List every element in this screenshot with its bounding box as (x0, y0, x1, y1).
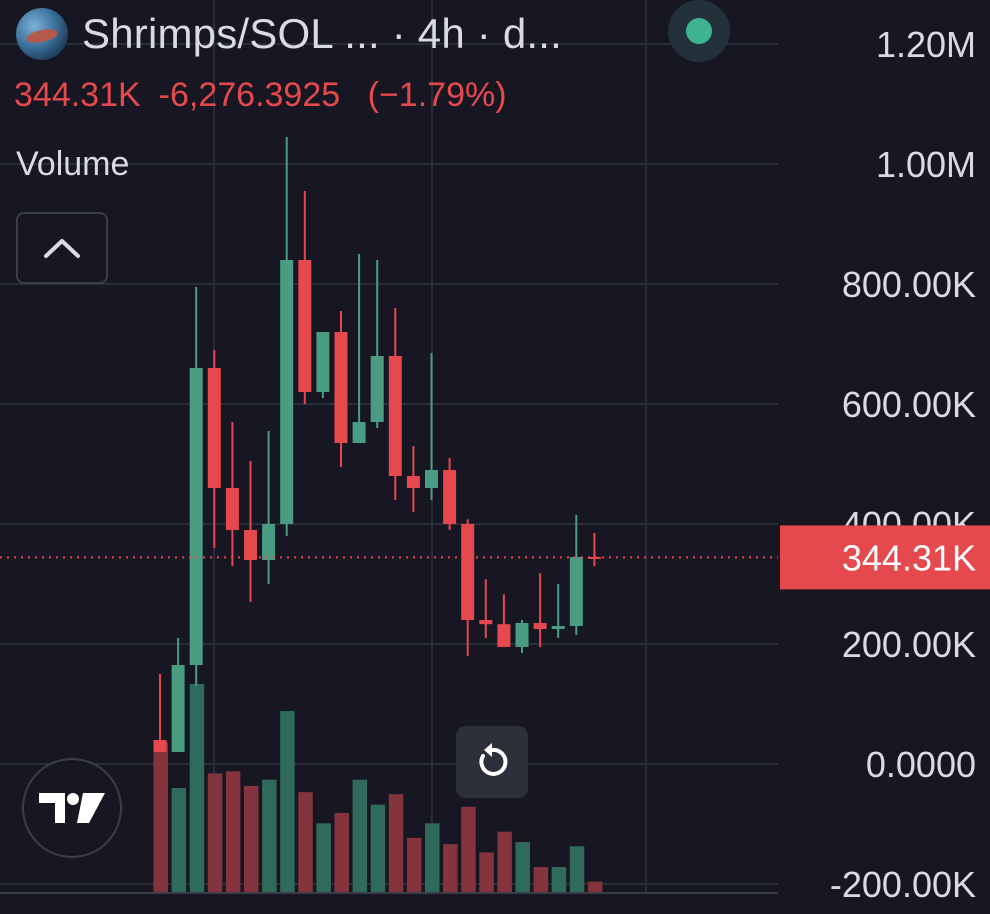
volume-indicator-label[interactable]: Volume (16, 145, 130, 183)
volume-bar (207, 773, 223, 892)
y-axis-tick-label: -200.00K (830, 864, 976, 905)
candle-body (171, 665, 185, 752)
volume-bar (515, 842, 530, 892)
current-price-badge (780, 525, 990, 590)
current-price-badge-label: 344.31K (842, 537, 976, 578)
symbol-title[interactable]: Shrimps/SOL ... · 4h · d... (82, 10, 562, 57)
candle-body (244, 530, 257, 560)
volume-bar (225, 771, 241, 892)
volume-bar (370, 804, 386, 892)
volume-bar (587, 881, 603, 892)
candle-body (479, 620, 493, 625)
volume-bar (388, 794, 404, 892)
rotate-reset-icon (479, 743, 508, 776)
volume-bar (443, 844, 458, 892)
volume-bar (280, 711, 295, 892)
volume-bar (298, 792, 313, 892)
price-change-line: 344.31K -6,276.3925 (−1.79%) (14, 76, 507, 115)
candle-body (370, 356, 384, 422)
volume-bar (189, 684, 205, 892)
volume-bar (352, 779, 368, 892)
volume-bar (334, 812, 349, 892)
volume-bar (406, 837, 422, 892)
volume-bar (316, 823, 331, 892)
price-axis[interactable]: 1.20M1.00M800.00K600.00K400.00K200.00K0.… (780, 24, 990, 905)
chevron-up-icon (44, 239, 80, 258)
candle-body (515, 623, 529, 647)
volume-bar (171, 788, 187, 892)
candle-body (569, 557, 583, 626)
candle-body (388, 356, 402, 476)
volume-bar (479, 852, 494, 892)
candle-body (280, 260, 294, 524)
candle-body (587, 557, 601, 559)
live-status-dot-icon (686, 18, 712, 44)
candle-body (497, 624, 511, 647)
volume-bar (461, 806, 476, 892)
candle-body (153, 740, 167, 752)
change-absolute: -6,276.3925 (158, 76, 341, 114)
volume-bar (533, 867, 549, 892)
last-price: 344.31K (14, 76, 141, 114)
y-axis-tick-label: 1.00M (876, 144, 976, 185)
volume-bar (244, 785, 259, 892)
price-candles (153, 137, 601, 752)
volume-bars (153, 684, 603, 892)
y-axis-tick-label: 0.0000 (866, 744, 976, 785)
candle-body (225, 488, 239, 530)
market-status-indicator[interactable] (668, 0, 730, 62)
volume-bar (262, 779, 277, 892)
tradingview-logo-icon[interactable] (22, 758, 122, 858)
volume-bar (569, 846, 585, 892)
token-logo-icon (16, 8, 68, 60)
collapse-legend-button[interactable] (16, 212, 108, 284)
y-axis-tick-label: 800.00K (842, 264, 976, 305)
candle-body (406, 476, 420, 488)
candle-body (334, 332, 348, 443)
candle-body (533, 623, 547, 629)
candle-body (298, 260, 312, 392)
tradingview-mark (39, 793, 105, 823)
volume-bar (497, 831, 512, 892)
candle-body (207, 368, 221, 488)
symbol-header[interactable]: Shrimps/SOL ... · 4h · d... (16, 8, 562, 60)
volume-bar (551, 867, 567, 892)
candle-body (262, 524, 276, 560)
change-percent: (−1.79%) (367, 76, 507, 114)
y-axis-tick-label: 1.20M (876, 24, 976, 65)
y-axis-tick-label: 600.00K (842, 384, 976, 425)
candle-body (461, 524, 475, 620)
candle-body (425, 470, 438, 488)
candle-body (189, 368, 203, 665)
reset-chart-button[interactable] (456, 726, 528, 798)
candle-body (443, 470, 457, 524)
volume-bar (153, 742, 168, 892)
candle-body (352, 422, 366, 443)
candle-body (551, 626, 565, 629)
y-axis-tick-label: 200.00K (842, 624, 976, 665)
volume-bar (425, 823, 440, 892)
candle-body (316, 332, 330, 392)
